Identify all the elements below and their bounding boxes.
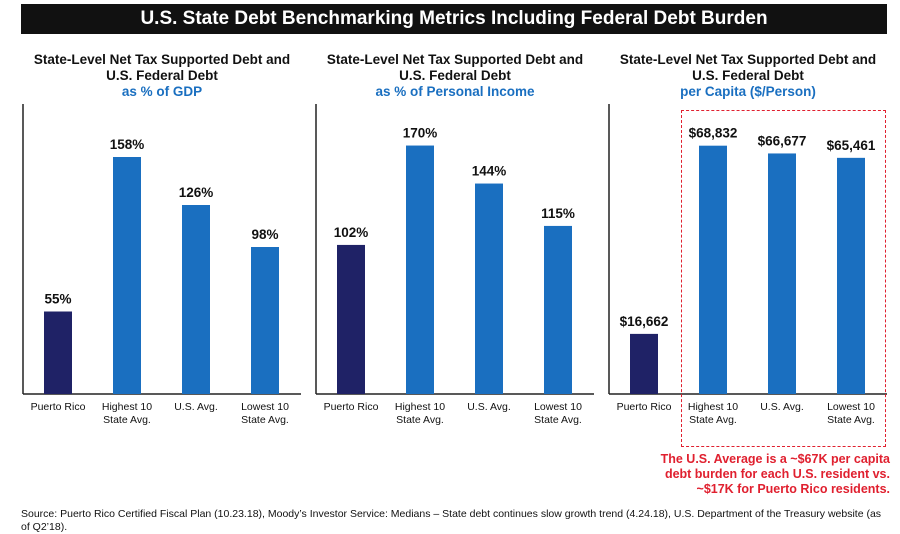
bar bbox=[544, 225, 572, 394]
bar-value-label: $16,662 bbox=[620, 314, 669, 329]
category-tick-label: Highest 10 State Avg. bbox=[102, 401, 152, 426]
chart-subtitle: as % of GDP bbox=[121, 84, 203, 99]
bar bbox=[699, 145, 727, 394]
category-tick-label: Highest 10 State Avg. bbox=[395, 401, 445, 426]
highlight-box bbox=[681, 110, 886, 447]
category-tick-label: Puerto Rico bbox=[324, 401, 379, 413]
category-tick-label: Lowest 10 State Avg. bbox=[241, 401, 289, 426]
bar-value-label: 158% bbox=[110, 137, 145, 152]
bar bbox=[768, 153, 796, 394]
bar-value-label: 170% bbox=[403, 126, 438, 141]
chart-title-text: State-Level Net Tax Supported Debt and U… bbox=[326, 52, 584, 83]
bar-value-label: 98% bbox=[251, 227, 278, 242]
bar-chart-personal-income: 102% Puerto Rico 170% Highest 10 State Avg. 1… bbox=[315, 104, 594, 426]
bar-value-label: 102% bbox=[334, 225, 369, 240]
chart-subtitle: per Capita ($/Person) bbox=[680, 84, 816, 99]
chart-title-text: State-Level Net Tax Supported Debt and U… bbox=[619, 52, 877, 83]
category-tick-label: U.S. Avg. bbox=[467, 401, 511, 413]
bar-value-label: 115% bbox=[541, 206, 575, 221]
chart-title-text: State-Level Net Tax Supported Debt and U… bbox=[33, 52, 291, 83]
bar-value-label: 126% bbox=[179, 185, 214, 200]
bar bbox=[337, 244, 365, 394]
bar bbox=[182, 205, 210, 394]
bar-value-label: $68,832 bbox=[689, 126, 738, 141]
chart-title: State-Level Net Tax Supported Debt and U… bbox=[314, 52, 596, 100]
category-tick-label: Lowest 10 State Avg. bbox=[534, 401, 582, 426]
page-title: U.S. State Debt Benchmarking Metrics Inc… bbox=[140, 8, 768, 29]
bar-value-label: 144% bbox=[472, 164, 507, 179]
bar-value-label: $65,461 bbox=[827, 138, 876, 153]
bar-value-label: $66,677 bbox=[758, 133, 807, 148]
category-tick-label: Puerto Rico bbox=[617, 401, 672, 413]
category-tick-label: U.S. Avg. bbox=[760, 401, 804, 413]
page-title-banner: U.S. State Debt Benchmarking Metrics Inc… bbox=[21, 4, 887, 34]
bar-chart-gdp: 55% Puerto Rico 158% Highest 10 State Avg. 12… bbox=[22, 104, 301, 426]
bar bbox=[406, 145, 434, 394]
bar bbox=[837, 157, 865, 394]
bar-value-label: 55% bbox=[44, 292, 71, 307]
category-tick-label: Puerto Rico bbox=[31, 401, 86, 413]
category-tick-label: Highest 10 State Avg. bbox=[688, 401, 738, 426]
source-citation: Source: Puerto Rico Certified Fiscal Pla… bbox=[21, 508, 882, 533]
bar bbox=[630, 333, 658, 394]
chart-panel-per-capita: State-Level Net Tax Supported Debt and U… bbox=[607, 44, 889, 434]
bar-chart-per-capita: $16,662 Puerto Rico $68,832 Highest 10 State… bbox=[608, 104, 887, 426]
bar bbox=[475, 183, 503, 394]
bar bbox=[251, 247, 279, 394]
chart-panel-personal-income: State-Level Net Tax Supported Debt and U… bbox=[314, 44, 596, 434]
chart-title: State-Level Net Tax Supported Debt and U… bbox=[607, 52, 889, 100]
chart-panel-gdp: State-Level Net Tax Supported Debt and U… bbox=[21, 44, 303, 434]
category-tick-label: Lowest 10 State Avg. bbox=[827, 401, 875, 426]
callout-note: The U.S. Average is a ~$67K per capita d… bbox=[660, 452, 890, 496]
bar bbox=[113, 157, 141, 394]
chart-subtitle: as % of Personal Income bbox=[375, 84, 535, 99]
chart-title: State-Level Net Tax Supported Debt and U… bbox=[21, 52, 303, 100]
category-tick-label: U.S. Avg. bbox=[174, 401, 218, 413]
bar bbox=[44, 311, 72, 394]
